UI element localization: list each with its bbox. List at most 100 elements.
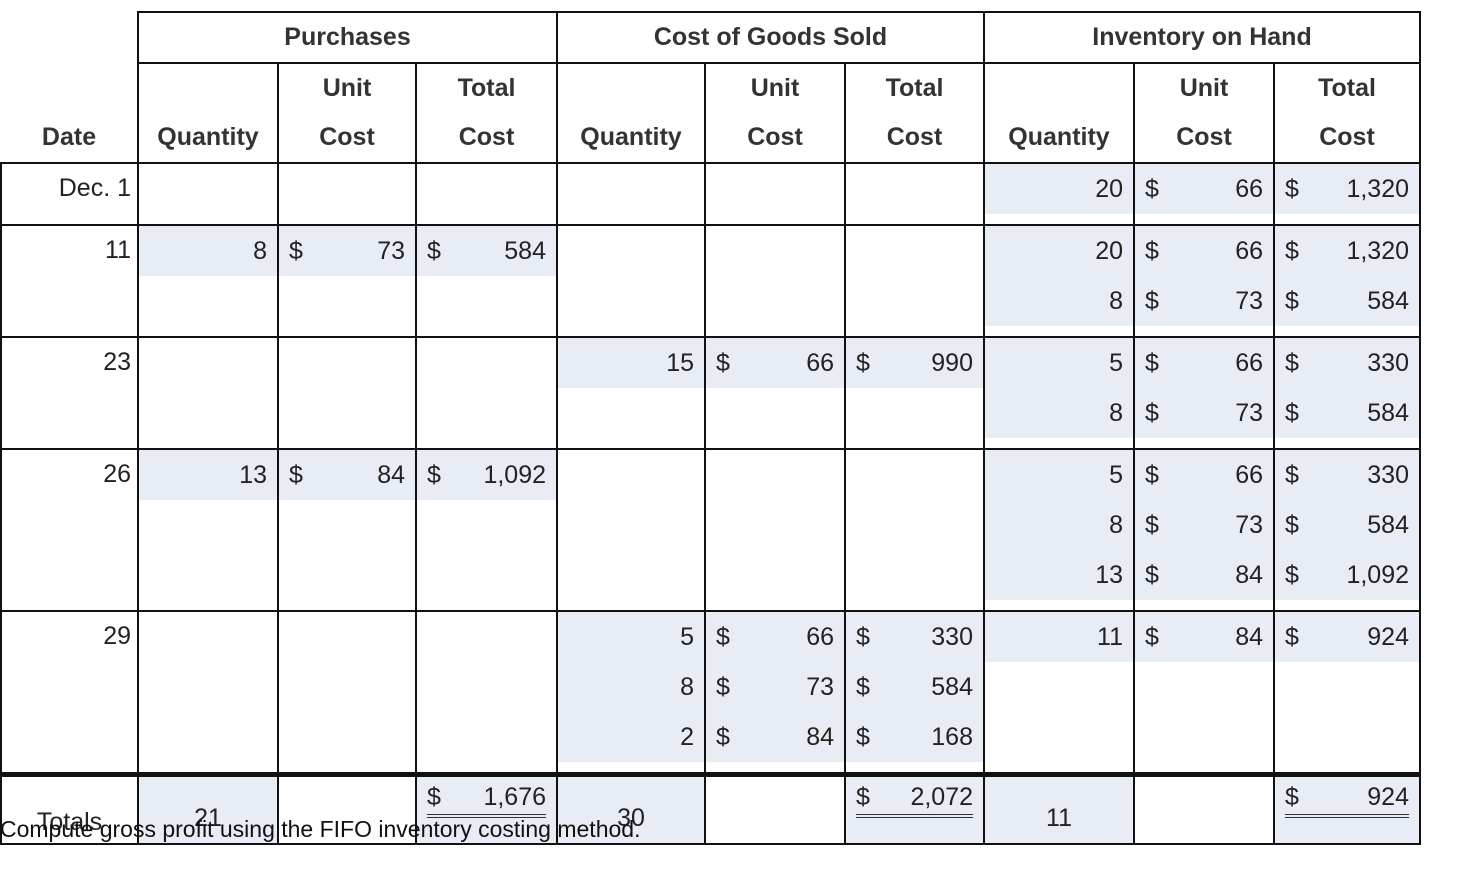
purchases-unit-value	[279, 276, 415, 326]
amount: 924	[1367, 623, 1409, 651]
cogs-total-cell	[844, 224, 985, 338]
purchases-unit-cell	[277, 610, 417, 776]
purchases-total-top: Total	[415, 62, 558, 113]
currency-symbol: $	[1285, 175, 1299, 203]
purchases-qty-cell	[137, 336, 279, 450]
date-cell: 23	[0, 336, 139, 450]
cogs-unit-cost-header: Cost	[704, 113, 846, 164]
inventory-unit-value	[1135, 662, 1273, 712]
purchases-qty-value	[139, 338, 277, 388]
amount: 1,676	[483, 783, 546, 811]
cogs-qty-cell	[556, 448, 706, 612]
currency-symbol: $	[1285, 623, 1299, 651]
inventory-qty-value	[985, 712, 1133, 762]
inventory-total-value	[1275, 662, 1419, 712]
inventory-total-top: Total	[1273, 62, 1421, 113]
amount: 584	[1367, 287, 1409, 315]
amount: 330	[931, 623, 973, 651]
cogs-qty-value	[558, 388, 704, 438]
inventory-unit-value: $73	[1135, 500, 1273, 550]
inventory-qty-header: Quantity	[983, 113, 1135, 164]
cogs-qty-value	[558, 450, 704, 500]
amount: 584	[1367, 511, 1409, 539]
purchases-qty-cell: 8	[137, 224, 279, 338]
inventory-total-value: $584	[1275, 500, 1419, 550]
cogs-total-value	[846, 388, 983, 438]
currency-symbol: $	[1145, 175, 1159, 203]
cogs-header: Cost of Goods Sold	[556, 11, 985, 64]
cogs-qty-value	[558, 500, 704, 550]
purchases-total-cost-header: Cost	[415, 113, 558, 164]
currency-symbol: $	[716, 623, 730, 651]
currency-symbol: $	[1285, 783, 1299, 811]
currency-symbol: $	[716, 349, 730, 377]
currency-symbol: $	[1285, 399, 1299, 427]
amount: 84	[1235, 623, 1263, 651]
amount: 73	[806, 673, 834, 701]
inventory-unit-value: $66	[1135, 338, 1273, 388]
cogs-unit-cell: $66 $73 $84	[704, 610, 846, 776]
purchases-qty-top	[137, 62, 279, 113]
cogs-total-value: $990	[846, 338, 983, 388]
purchases-qty-value	[139, 388, 277, 438]
inventory-unit-value	[1135, 712, 1273, 762]
cogs-unit-value: $66	[706, 338, 844, 388]
currency-symbol: $	[1285, 287, 1299, 315]
amount: 1,092	[1346, 561, 1409, 589]
currency-symbol: $	[289, 237, 303, 265]
inventory-total-cell: $330 $584 $1,092	[1273, 448, 1421, 612]
cogs-unit-value: $84	[706, 712, 844, 762]
purchases-header: Purchases	[137, 11, 558, 64]
inventory-unit-cell: $66 $73 $84	[1133, 448, 1275, 612]
purchases-total-cell	[415, 336, 558, 450]
inventory-total-cost-header: Cost	[1273, 113, 1421, 164]
cogs-unit-value	[706, 226, 844, 276]
currency-symbol: $	[427, 461, 441, 489]
purchases-unit-cost-header: Cost	[277, 113, 417, 164]
currency-symbol: $	[1145, 349, 1159, 377]
amount: 66	[806, 623, 834, 651]
cogs-qty-value	[558, 276, 704, 326]
inventory-unit-cost-header: Cost	[1133, 113, 1275, 164]
purchases-qty-value	[139, 662, 277, 712]
currency-symbol: $	[1145, 561, 1159, 589]
inventory-total-value	[1275, 712, 1419, 762]
date-cell: Dec. 1	[0, 162, 139, 226]
cogs-qty-value	[558, 164, 704, 214]
inventory-qty-value: 20	[985, 164, 1133, 214]
inventory-unit-value: $84	[1135, 550, 1273, 600]
amount: 84	[1235, 561, 1263, 589]
cogs-total-value: $330	[846, 612, 983, 662]
cogs-total-value	[846, 550, 983, 600]
inventory-qty-cell: 5 8 13	[983, 448, 1135, 612]
totals-row: Totals 21 $1,676 30 $2,072 11 $924	[0, 772, 1421, 845]
table-row: 26 13 $84 $1,092 5 8 13 $66 $73 $84 $330 $584 $1,092	[0, 448, 1421, 612]
purchases-total-value	[417, 500, 556, 550]
purchases-unit-cell	[277, 162, 417, 226]
cogs-unit-value: $73	[706, 662, 844, 712]
amount: 2,072	[910, 783, 973, 811]
cogs-qty-value	[558, 550, 704, 600]
cogs-qty-top	[556, 62, 706, 113]
inventory-total-value: $1,092	[1275, 550, 1419, 600]
purchases-total-cell: $1,092	[415, 448, 558, 612]
inventory-total-qty: 11	[983, 772, 1135, 845]
cogs-total-unit-blank	[704, 772, 846, 845]
date-cell: 11	[0, 224, 139, 338]
currency-symbol: $	[427, 237, 441, 265]
inventory-qty-value: 8	[985, 276, 1133, 326]
currency-symbol: $	[1285, 511, 1299, 539]
purchases-total-value	[417, 662, 556, 712]
purchases-total-cell	[415, 162, 558, 226]
currency-symbol: $	[856, 623, 870, 651]
purchases-unit-cell: $73	[277, 224, 417, 338]
currency-symbol: $	[856, 673, 870, 701]
amount: 66	[1235, 461, 1263, 489]
cogs-unit-value	[706, 450, 844, 500]
purchases-qty-value	[139, 712, 277, 762]
cogs-total-qty: 30	[556, 772, 706, 845]
purchases-total-cost-double-underline: $1,676	[427, 777, 546, 818]
date-cell: 26	[0, 448, 139, 612]
inventory-total-cell: $924	[1273, 610, 1421, 776]
